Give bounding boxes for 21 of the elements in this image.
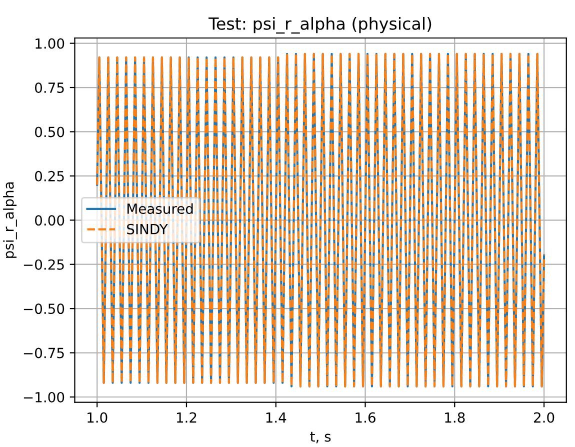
y-tick-label: −0.75 — [24, 348, 64, 358]
x-tick-label: 1.6 — [356, 412, 376, 423]
y-tick-label: 1.00 — [36, 38, 64, 49]
x-tick-label: 1.0 — [88, 412, 108, 423]
y-tick-label: −0.50 — [24, 304, 64, 314]
y-tick-label: 0.00 — [35, 215, 64, 226]
y-tick-label: 0.50 — [35, 126, 64, 138]
line-series — [96, 52, 546, 388]
y-tick-label: −1.00 — [24, 392, 64, 402]
y-axis-title: psi_r_alpha — [3, 182, 17, 258]
y-tick-label: −0.25 — [24, 259, 64, 270]
x-tick-label: 2.0 — [534, 412, 554, 423]
x-axis-title: t, s — [310, 432, 331, 444]
legend-label: Measured — [128, 203, 193, 214]
legend-label: SINDY — [127, 224, 168, 234]
y-tick-label: 0.75 — [35, 82, 64, 93]
chart-title: Test: psi_r_alpha (physical) — [208, 17, 432, 34]
x-tick-label: 1.2 — [176, 412, 196, 423]
x-tick-label: 1.8 — [445, 412, 465, 423]
x-tick-label: 1.4 — [266, 412, 286, 423]
y-tick-label: 0.25 — [35, 170, 64, 182]
